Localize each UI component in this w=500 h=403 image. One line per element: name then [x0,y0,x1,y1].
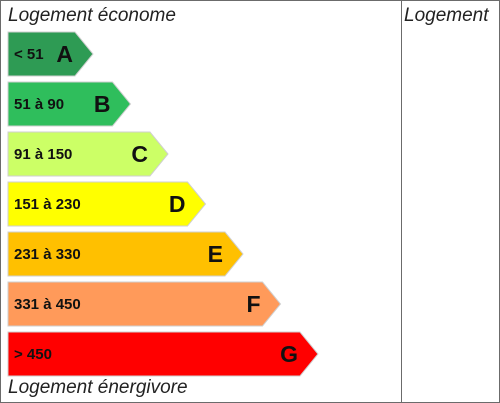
energy-class-letter: B [94,91,111,117]
energy-class-arrow [7,131,169,177]
energy-class-range: < 51 [14,46,44,63]
energy-class-letter: C [131,141,148,167]
energy-class-letter: F [246,291,260,317]
energy-class-bar-g: > 450 G [7,331,319,377]
energy-class-arrow [7,181,207,227]
energy-class-bar-f: 331 à 450 F [7,281,282,327]
bottom-caption: Logement énergivore [8,377,188,398]
energy-class-bar-a: < 51 A [7,31,94,77]
column-header: Logement [404,5,489,26]
energy-class-arrow [7,81,132,127]
energy-class-range: 151 à 230 [14,196,81,213]
energy-class-arrow [7,231,244,277]
energy-class-letter: D [169,191,186,217]
energy-class-bar-c: 91 à 150 C [7,131,169,177]
energy-class-bar-b: 51 à 90 B [7,81,132,127]
energy-class-letter: G [280,341,298,367]
energy-class-range: 91 à 150 [14,146,72,163]
energy-class-arrow [7,281,282,327]
energy-class-letter: E [208,241,223,267]
energy-class-range: 331 à 450 [14,296,81,313]
energy-class-arrow [7,331,319,377]
energy-class-bar-d: 151 à 230 D [7,181,207,227]
energy-class-range: 51 à 90 [14,96,64,113]
energy-class-bar-e: 231 à 330 E [7,231,244,277]
energy-class-range: 231 à 330 [14,246,81,263]
energy-class-range: > 450 [14,346,52,363]
top-caption: Logement économe [8,5,176,26]
column-divider [401,0,402,403]
energy-class-bars: < 51 A 51 à 90 B 91 à 150 C 151 à 230 D 231 à 33… [7,31,319,377]
energy-class-letter: A [56,41,73,67]
energy-class-arrow [7,31,94,77]
